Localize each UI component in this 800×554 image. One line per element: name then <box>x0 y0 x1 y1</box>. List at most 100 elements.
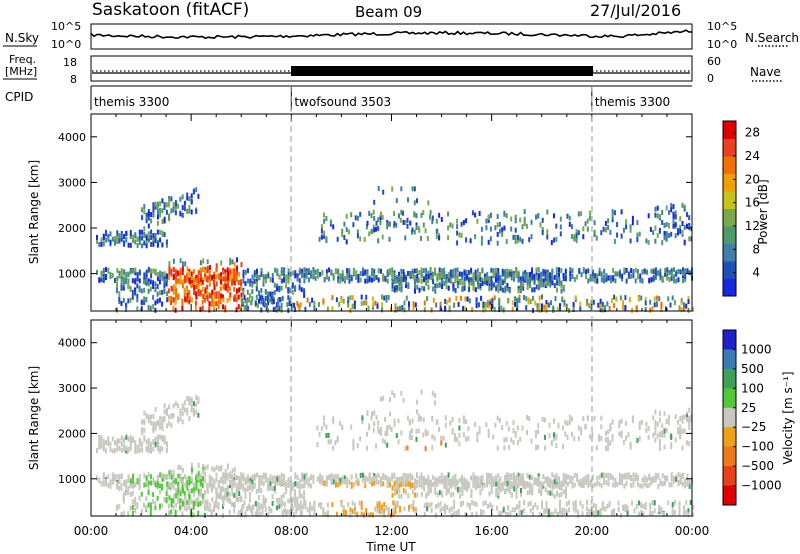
echo-cell <box>378 504 381 510</box>
echo-cell <box>665 427 668 433</box>
velocity-colorbar-tick-label: −100 <box>741 440 774 454</box>
echo-cell <box>402 473 405 479</box>
echo-cell <box>150 443 153 449</box>
echo-cell <box>528 416 531 421</box>
echo-cell <box>132 474 135 479</box>
echo-cell <box>177 418 180 424</box>
echo-cell <box>535 478 538 484</box>
echo-cell <box>633 508 636 514</box>
echo-cell <box>591 474 594 480</box>
echo-cell <box>679 473 682 479</box>
echo-cell <box>510 275 513 281</box>
echo-cell <box>311 505 314 511</box>
echo-cell <box>614 482 617 488</box>
echo-cell <box>501 425 504 430</box>
echo-cell <box>190 275 193 281</box>
echo-cell <box>510 492 513 498</box>
echo-cell <box>414 275 416 281</box>
echo-cell <box>386 224 389 230</box>
echo-cell <box>393 272 396 278</box>
echo-cell <box>131 289 134 295</box>
echo-cell <box>276 286 279 292</box>
echo-cell <box>434 400 437 406</box>
echo-cell <box>425 478 428 484</box>
echo-cell <box>228 296 231 302</box>
echo-cell <box>382 395 385 401</box>
echo-cell <box>400 482 403 488</box>
echo-cell <box>337 482 340 488</box>
echo-cell <box>645 238 648 244</box>
echo-cell <box>172 305 175 311</box>
echo-cell <box>404 219 407 225</box>
echo-cell <box>161 275 164 281</box>
echo-cell <box>630 268 633 274</box>
echo-cell <box>140 288 143 294</box>
echo-cell <box>535 272 538 278</box>
echo-cell <box>487 428 490 434</box>
echo-cell <box>271 475 274 481</box>
echo-cell <box>229 273 232 279</box>
echo-cell <box>129 285 132 291</box>
echo-cell <box>188 196 191 202</box>
echo-cell <box>537 444 540 450</box>
echo-cell <box>241 509 244 515</box>
echo-cell <box>190 407 193 413</box>
echo-cell <box>522 281 525 287</box>
echo-cell <box>289 271 292 277</box>
echo-cell <box>454 276 457 282</box>
echo-cell <box>140 491 143 497</box>
echo-cell <box>559 499 561 505</box>
echo-cell <box>455 295 458 301</box>
echo-cell <box>244 269 247 275</box>
echo-cell <box>438 478 441 484</box>
echo-cell <box>147 490 150 496</box>
echo-cell <box>174 276 177 281</box>
echo-cell <box>675 476 678 482</box>
echo-cell <box>509 510 512 516</box>
echo-cell <box>377 268 380 274</box>
echo-cell <box>129 242 132 248</box>
echo-cell <box>393 287 396 293</box>
echo-cell <box>671 295 674 301</box>
echo-cell <box>172 286 175 292</box>
echo-cell <box>252 504 255 510</box>
freq-label-2: [MHz] <box>5 65 37 78</box>
radar-title: Saskatoon (fitACF) <box>92 0 249 20</box>
cpid-strip: CPID themis 3300 twofsound 3503 themis 330… <box>5 85 692 110</box>
echo-cell <box>145 496 148 502</box>
echo-cell <box>352 442 355 447</box>
echo-cell <box>134 482 137 488</box>
echo-cell <box>668 482 671 487</box>
echo-cell <box>383 512 386 518</box>
echo-cell <box>194 300 197 306</box>
echo-cell <box>621 476 624 482</box>
echo-cell <box>320 234 323 240</box>
echo-cell <box>201 305 204 311</box>
echo-cell <box>298 478 301 484</box>
echo-cell <box>385 294 388 300</box>
echo-cell <box>188 500 191 506</box>
echo-cell <box>441 506 444 512</box>
echo-cell <box>168 269 171 275</box>
echo-cell <box>578 481 581 487</box>
echo-cell <box>416 268 418 274</box>
echo-cell <box>138 447 141 453</box>
echo-cell <box>487 239 490 245</box>
echo-cell <box>453 436 456 442</box>
echo-cell <box>438 212 441 218</box>
echo-cell <box>616 271 619 277</box>
echo-cell <box>649 227 652 232</box>
echo-cell <box>203 512 206 518</box>
echo-cell <box>444 442 447 448</box>
echo-cell <box>556 511 559 517</box>
echo-cell <box>161 289 164 295</box>
echo-cell <box>498 302 501 308</box>
freq-tick-bottom: 8 <box>70 73 77 86</box>
echo-cell <box>623 483 626 489</box>
echo-cell <box>301 472 304 478</box>
echo-cell <box>181 194 184 200</box>
echo-cell <box>531 274 534 280</box>
echo-cell <box>183 474 186 480</box>
echo-cell <box>114 239 116 245</box>
